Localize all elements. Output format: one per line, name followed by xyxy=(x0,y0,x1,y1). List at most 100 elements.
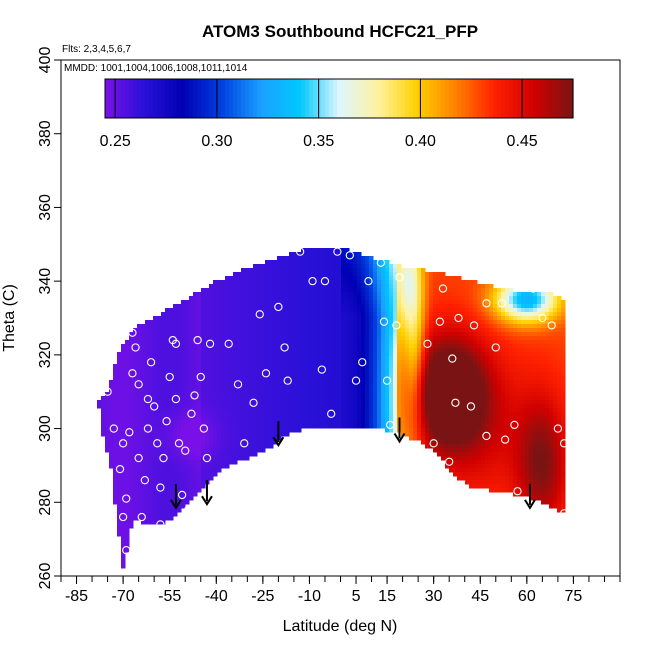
heatmap-cell xyxy=(289,328,294,333)
heatmap-cell xyxy=(305,368,310,373)
heatmap-cell xyxy=(345,352,350,357)
heatmap-cell xyxy=(161,436,166,441)
heatmap-cell xyxy=(321,384,326,389)
heatmap-cell xyxy=(501,296,506,301)
heatmap-cell xyxy=(505,372,510,377)
heatmap-cell xyxy=(449,352,454,357)
heatmap-cell xyxy=(305,252,310,257)
heatmap-cell xyxy=(249,324,254,329)
heatmap-cell xyxy=(477,360,482,365)
heatmap-cell xyxy=(553,312,558,317)
heatmap-cell xyxy=(429,440,434,445)
heatmap-cell xyxy=(241,324,246,329)
heatmap-cell xyxy=(533,304,538,309)
heatmap-cell xyxy=(341,384,346,389)
heatmap-cell xyxy=(309,412,314,417)
heatmap-cell xyxy=(353,324,358,329)
heatmap-cell xyxy=(433,376,438,381)
heatmap-cell xyxy=(541,352,546,357)
heatmap-cell xyxy=(301,364,306,369)
heatmap-cell xyxy=(533,340,538,345)
heatmap-cell xyxy=(349,420,354,425)
heatmap-cell xyxy=(489,304,494,309)
heatmap-cell xyxy=(269,300,274,305)
heatmap-cell xyxy=(169,460,174,465)
heatmap-cell xyxy=(345,340,350,345)
heatmap-cell xyxy=(405,368,410,373)
heatmap-cell xyxy=(517,404,522,409)
heatmap-cell xyxy=(345,272,350,277)
heatmap-cell xyxy=(241,400,246,405)
heatmap-cell xyxy=(213,376,218,381)
heatmap-cell xyxy=(485,360,490,365)
heatmap-cell xyxy=(469,380,474,385)
heatmap-cell xyxy=(165,368,170,373)
heatmap-cell xyxy=(409,340,414,345)
heatmap-cell xyxy=(457,276,462,281)
heatmap-cell xyxy=(433,396,438,401)
heatmap-cell xyxy=(389,312,394,317)
heatmap-cell xyxy=(157,432,162,437)
heatmap-cell xyxy=(205,376,210,381)
heatmap-cell xyxy=(349,396,354,401)
heatmap-cell xyxy=(225,440,230,445)
heatmap-cell xyxy=(161,360,166,365)
heatmap-cell xyxy=(341,320,346,325)
heatmap-cell xyxy=(257,320,262,325)
heatmap-cell xyxy=(477,452,482,457)
heatmap-cell xyxy=(317,384,322,389)
heatmap-cell xyxy=(389,280,394,285)
heatmap-cell xyxy=(493,440,498,445)
heatmap-cell xyxy=(361,264,366,269)
heatmap-cell xyxy=(377,400,382,405)
heatmap-cell xyxy=(189,344,194,349)
heatmap-cell xyxy=(293,384,298,389)
heatmap-cell xyxy=(337,384,342,389)
heatmap-cell xyxy=(513,464,518,469)
heatmap-cell xyxy=(221,356,226,361)
heatmap-cell xyxy=(481,296,486,301)
heatmap-cell xyxy=(213,436,218,441)
heatmap-cell xyxy=(177,424,182,429)
heatmap-cell xyxy=(153,376,158,381)
heatmap-cell xyxy=(237,428,242,433)
heatmap-cell xyxy=(185,424,190,429)
heatmap-cell xyxy=(537,296,542,301)
heatmap-cell xyxy=(225,444,230,449)
heatmap-cell xyxy=(313,252,318,257)
heatmap-cell xyxy=(281,288,286,293)
heatmap-cell xyxy=(353,300,358,305)
heatmap-cell xyxy=(285,432,290,437)
heatmap-cell xyxy=(201,432,206,437)
heatmap-cell xyxy=(477,364,482,369)
heatmap-cell xyxy=(525,308,530,313)
heatmap-cell xyxy=(393,340,398,345)
heatmap-cell xyxy=(209,392,214,397)
heatmap-cell xyxy=(473,448,478,453)
heatmap-cell xyxy=(441,352,446,357)
heatmap-cell xyxy=(441,376,446,381)
heatmap-cell xyxy=(169,424,174,429)
heatmap-cell xyxy=(225,296,230,301)
heatmap-cell xyxy=(365,324,370,329)
heatmap-cell xyxy=(313,308,318,313)
heatmap-cell xyxy=(345,348,350,353)
heatmap-cell xyxy=(421,344,426,349)
heatmap-cell xyxy=(281,384,286,389)
heatmap-cell xyxy=(397,296,402,301)
heatmap-cell xyxy=(441,448,446,453)
heatmap-cell xyxy=(473,384,478,389)
heatmap-cell xyxy=(497,420,502,425)
heatmap-cell xyxy=(241,428,246,433)
heatmap-cell xyxy=(177,452,182,457)
heatmap-cell xyxy=(329,344,334,349)
heatmap-cell xyxy=(393,272,398,277)
heatmap-cell xyxy=(553,380,558,385)
heatmap-cell xyxy=(493,448,498,453)
heatmap-cell xyxy=(485,336,490,341)
heatmap-cell xyxy=(385,304,390,309)
heatmap-cell xyxy=(269,404,274,409)
heatmap-cell xyxy=(249,332,254,337)
heatmap-cell xyxy=(525,412,530,417)
heatmap-cell xyxy=(249,396,254,401)
